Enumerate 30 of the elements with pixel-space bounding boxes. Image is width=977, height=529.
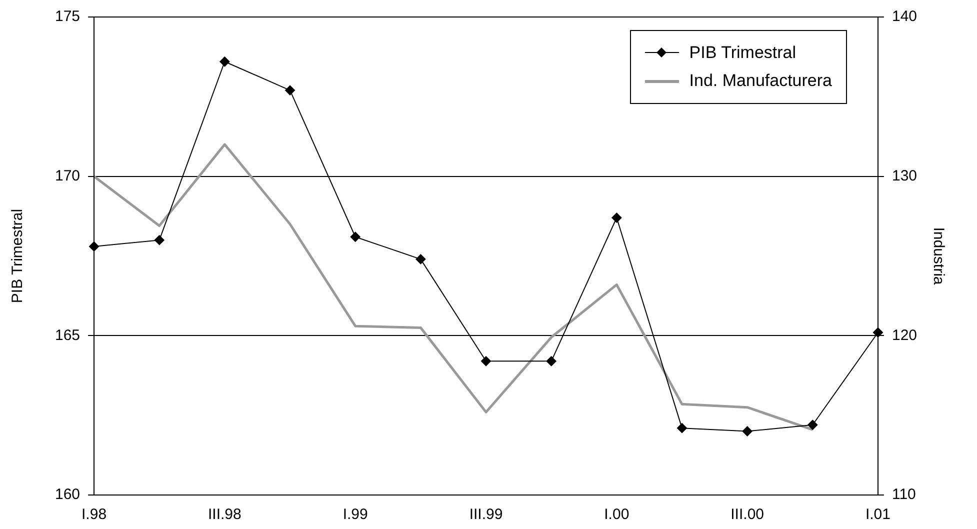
y-tick-label: 175 [54, 8, 80, 26]
y-tick-label: 165 [54, 326, 80, 344]
point [808, 420, 818, 430]
point [154, 235, 164, 246]
legend-label: PIB Trimestral [689, 43, 796, 63]
y-tick-label: 170 [54, 167, 80, 184]
y-axis-title: PIB Trimestral [9, 208, 26, 304]
point [546, 356, 556, 366]
point [481, 356, 491, 366]
x-tick-label: I.00 [604, 506, 630, 524]
point [612, 212, 622, 223]
x-tick-label: III.00 [730, 506, 764, 524]
x-tick-label: I.01 [865, 506, 890, 524]
x-tick-label: I.98 [82, 506, 107, 524]
x-tick-label: I.99 [342, 506, 368, 524]
point [285, 85, 296, 96]
point [742, 426, 752, 436]
point [220, 56, 230, 67]
y2-tick-label: 110 [892, 486, 916, 504]
y-tick-label: 160 [54, 486, 80, 504]
y2-axis-title: Industria [930, 227, 947, 286]
y2-tick-label: 130 [892, 167, 918, 184]
x-tick-label: III.99 [469, 506, 503, 524]
legend-label: Ind. Manufacturera [689, 71, 832, 91]
point [350, 232, 360, 242]
x-tick-label: III.98 [208, 506, 242, 524]
y2-tick-label: 140 [892, 8, 918, 26]
point [676, 423, 687, 434]
point [416, 254, 426, 264]
y2-tick-label: 120 [892, 326, 918, 344]
